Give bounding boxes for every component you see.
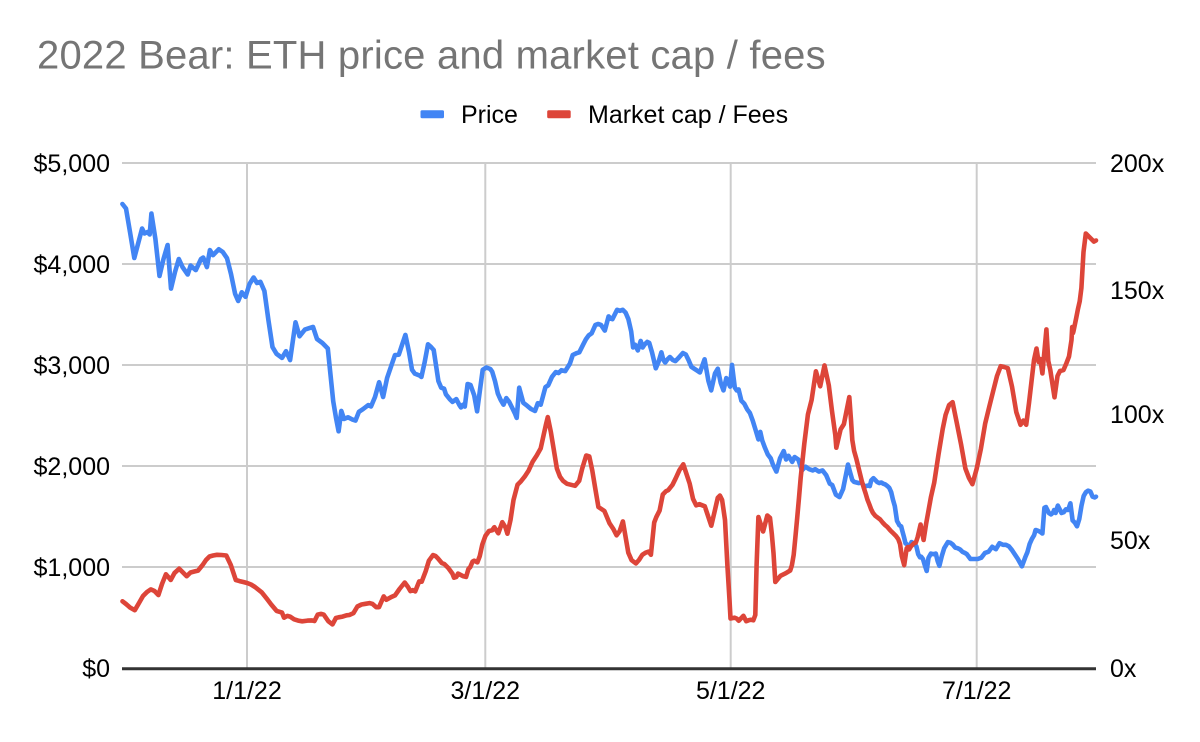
svg-text:$0: $0 xyxy=(82,655,110,683)
svg-text:3/1/22: 3/1/22 xyxy=(451,677,521,705)
svg-text:2022 Bear: ETH price and marke: 2022 Bear: ETH price and market cap / fe… xyxy=(37,34,826,78)
svg-text:50x: 50x xyxy=(1110,527,1151,555)
svg-text:$1,000: $1,000 xyxy=(34,554,110,582)
svg-text:Market cap / Fees: Market cap / Fees xyxy=(588,101,788,129)
svg-text:0x: 0x xyxy=(1110,655,1137,683)
svg-text:$3,000: $3,000 xyxy=(34,352,110,380)
svg-text:100x: 100x xyxy=(1110,401,1165,429)
svg-text:200x: 200x xyxy=(1110,150,1165,178)
svg-text:$4,000: $4,000 xyxy=(34,251,110,279)
svg-text:5/1/22: 5/1/22 xyxy=(696,677,766,705)
svg-text:150x: 150x xyxy=(1110,277,1165,305)
svg-text:$5,000: $5,000 xyxy=(34,150,110,178)
svg-text:$2,000: $2,000 xyxy=(34,453,110,481)
svg-text:Price: Price xyxy=(461,101,518,129)
svg-text:7/1/22: 7/1/22 xyxy=(942,677,1012,705)
svg-text:1/1/22: 1/1/22 xyxy=(212,677,282,705)
